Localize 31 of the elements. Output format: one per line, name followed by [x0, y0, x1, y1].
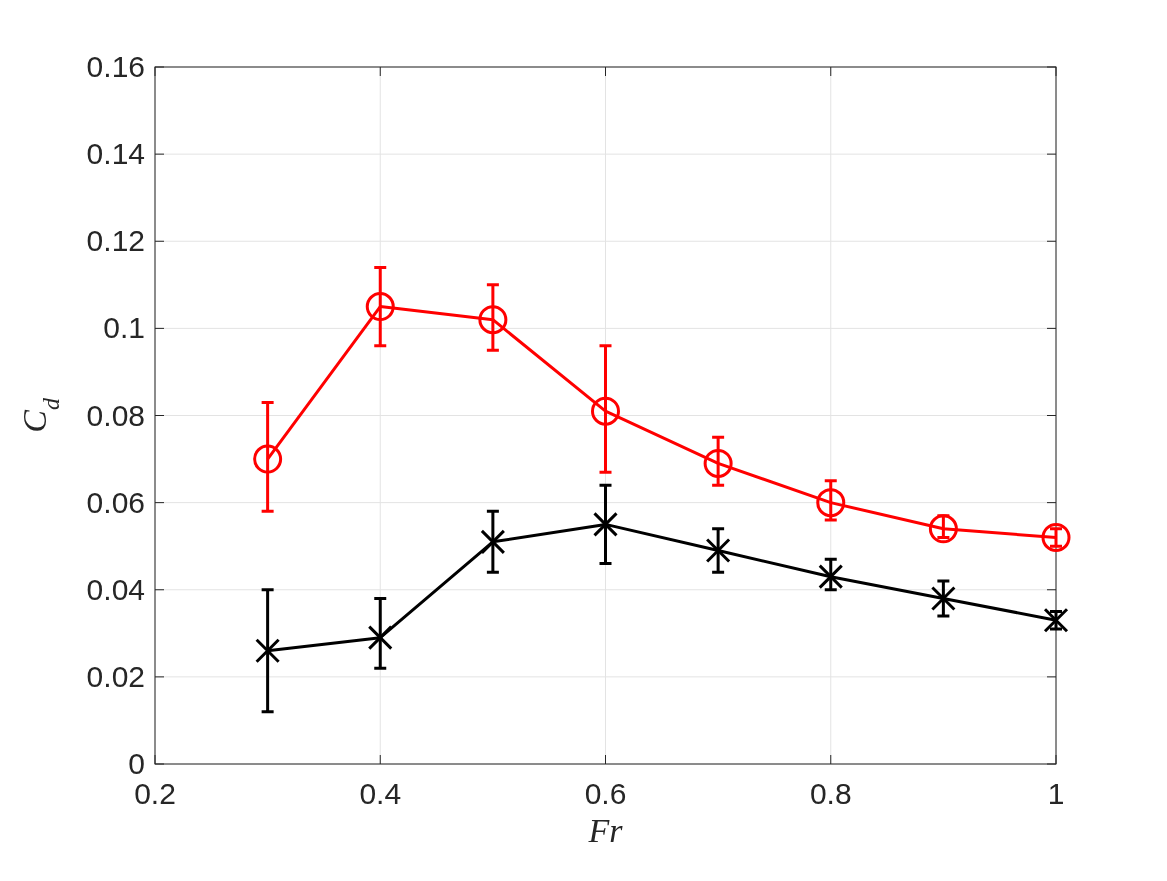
x-tick-label: 0.6 — [584, 777, 627, 810]
point — [1043, 607, 1069, 633]
point — [705, 538, 731, 564]
x-tick-label: 0.4 — [359, 777, 402, 810]
point — [816, 488, 846, 518]
y-tick-label: 0 — [128, 747, 145, 780]
y-tick-label: 0.16 — [86, 50, 145, 83]
point — [593, 511, 618, 537]
x-tick-label: 0.2 — [134, 777, 176, 810]
point — [367, 625, 393, 651]
point — [253, 444, 283, 474]
point — [365, 292, 395, 322]
point — [478, 305, 508, 335]
y-tick-label: 0.08 — [86, 398, 145, 432]
y-tick-label: 0.06 — [86, 485, 145, 519]
y-tick-label: 0.04 — [86, 572, 145, 606]
point — [255, 638, 281, 664]
y-tick-label: 0.02 — [86, 659, 145, 693]
x-tick-label: 0.8 — [809, 777, 852, 810]
point — [591, 396, 620, 426]
point — [703, 448, 733, 478]
point — [928, 514, 958, 544]
x-axis-title: Fr — [587, 812, 624, 849]
y-tick-label: 0.12 — [86, 224, 145, 258]
point — [480, 529, 506, 555]
y-tick-label: 0.14 — [86, 137, 145, 171]
point — [818, 564, 844, 590]
point — [930, 585, 956, 611]
y-tick-label: 0.1 — [103, 311, 145, 345]
x-tick-label: 1 — [1047, 777, 1065, 810]
point — [1041, 522, 1071, 552]
